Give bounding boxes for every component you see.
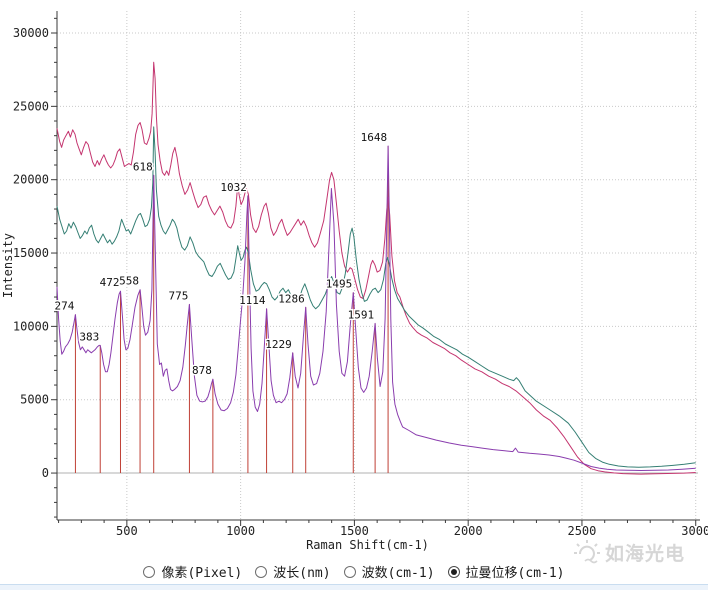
radio-label: 波长(nm): [273, 566, 331, 581]
peak-label: 878: [192, 364, 212, 377]
peak-label: 1591: [348, 308, 375, 321]
x-axis-title: Raman Shift(cm-1): [306, 538, 429, 552]
radio-raman-shift-cm-1[interactable]: 拉曼位移(cm-1): [447, 562, 565, 581]
axis-titles: Raman Shift(cm-1) Intensity: [1, 233, 429, 552]
peak-label: 1648: [361, 131, 388, 144]
unit-selector-radiogroup: 像素(Pixel) 波长(nm) 波数(cm-1) 拉曼位移(cm-1): [0, 562, 708, 581]
tick-labels: 500 1000 1500 2000 2500 300005000100001500020…: [13, 26, 708, 538]
radio-unselected-icon[interactable]: [143, 565, 156, 578]
peak-label: 1286: [278, 292, 305, 305]
peak-label: 1229: [265, 338, 292, 351]
window-bottom-border: [0, 584, 708, 590]
peak-label: 1495: [326, 278, 353, 291]
y-tick-label: 10000: [13, 319, 49, 333]
y-axis-title: Intensity: [1, 233, 15, 298]
radio-selected-icon[interactable]: [447, 565, 460, 578]
x-tick-label: 1000: [226, 524, 255, 538]
y-tick-label: 15000: [13, 246, 49, 260]
radio-unselected-icon[interactable]: [255, 565, 268, 578]
radio-unselected-icon[interactable]: [343, 565, 356, 578]
radio-wavenumber-cm-1[interactable]: 波数(cm-1): [343, 562, 435, 581]
y-tick-label: 25000: [13, 99, 49, 113]
axes: [51, 11, 700, 526]
peak-label: 274: [55, 300, 75, 313]
radio-wavelength-nm[interactable]: 波长(nm): [255, 562, 331, 581]
y-tick-label: 0: [42, 466, 49, 480]
radio-label: 波数(cm-1): [361, 566, 435, 581]
peak-label: 383: [79, 330, 99, 343]
peak-label: 1032: [220, 181, 247, 194]
raman-spectrum-chart: 500 1000 1500 2000 2500 300005000100001500020…: [1, 11, 708, 552]
series-spectrum-purple: [56, 145, 696, 471]
radio-label: 像素(Pixel): [161, 566, 243, 581]
series-spectrum-pink: [56, 61, 696, 475]
x-tick-label: 2500: [567, 524, 596, 538]
peak-label: 775: [169, 289, 189, 302]
brand-watermark: 如海光电: [572, 538, 685, 566]
x-tick-label: 1500: [340, 524, 369, 538]
peak-label: 618: [133, 160, 153, 173]
radio-pixel[interactable]: 像素(Pixel): [143, 562, 242, 581]
gridlines: [57, 11, 698, 520]
radio-label: 拉曼位移(cm-1): [465, 566, 565, 581]
peak-label: 558: [119, 275, 139, 288]
y-tick-label: 30000: [13, 26, 49, 40]
peak-label: 1114: [239, 294, 266, 307]
peak-label: 472: [100, 276, 120, 289]
y-tick-label: 20000: [13, 173, 49, 187]
series-spectrum-teal: [56, 126, 696, 468]
peak-labels: 274 383 472 558 618 775 878 1032 1114 1229 1286 149…: [53, 129, 389, 378]
x-tick-label: 500: [116, 524, 138, 538]
brand-watermark-text: 如海光电: [605, 542, 686, 565]
sun-wave-logo-icon: [574, 540, 600, 564]
y-tick-label: 5000: [20, 393, 49, 407]
x-tick-label: 3000: [681, 524, 708, 538]
x-tick-label: 2000: [454, 524, 483, 538]
